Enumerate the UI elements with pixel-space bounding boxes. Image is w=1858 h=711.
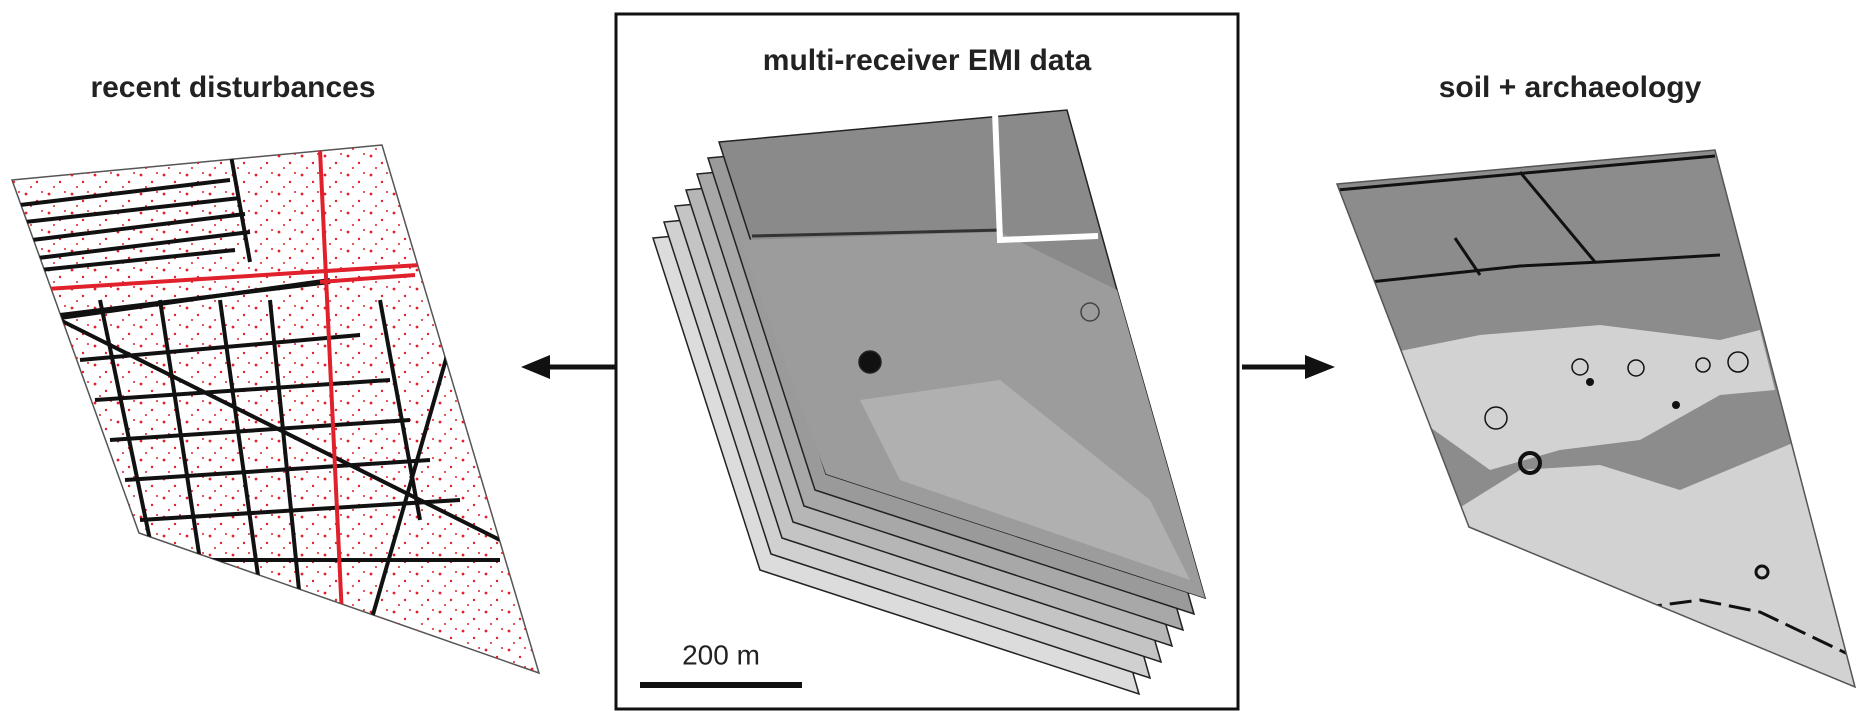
figure: recent disturbances multi-receiver EMI d… — [0, 0, 1858, 711]
panel-title: soil + archaeology — [1439, 71, 1702, 104]
scale-label: 200 m — [682, 639, 760, 670]
panel-title: recent disturbances — [90, 71, 375, 104]
page: {"panels": [ {"title": "recent disturban… — [0, 0, 1858, 711]
disturbance-map — [12, 145, 539, 680]
soil-map — [1337, 150, 1858, 700]
panel-title: multi-receiver EMI data — [763, 44, 1092, 77]
arrow-left — [521, 355, 616, 379]
arrow-right — [1242, 355, 1335, 379]
